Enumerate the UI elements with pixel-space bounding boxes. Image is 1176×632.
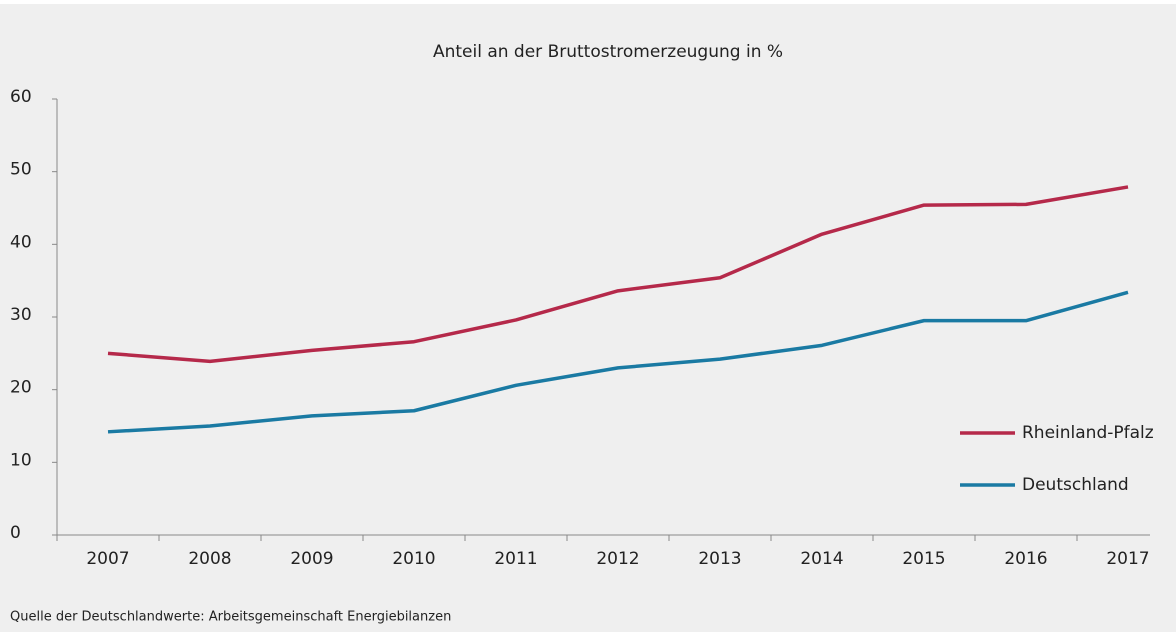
legend-label: Rheinland-Pfalz (1022, 423, 1154, 443)
y-tick-label: 10 (10, 450, 32, 470)
x-tick-label: 2008 (188, 549, 231, 569)
x-tick-label: 2015 (902, 549, 945, 569)
x-tick-label: 2010 (392, 549, 435, 569)
x-tick-label: 2013 (698, 549, 741, 569)
x-tick-label: 2009 (290, 549, 333, 569)
top-strip (0, 0, 1176, 4)
legend-label: Deutschland (1022, 475, 1129, 495)
source-note: Quelle der Deutschlandwerte: Arbeitsgeme… (10, 610, 451, 625)
y-tick-label: 30 (10, 305, 32, 325)
x-tick-label: 2007 (86, 549, 129, 569)
y-tick-label: 50 (10, 160, 32, 180)
line-series (107, 185, 1129, 364)
x-tick-label: 2017 (1106, 549, 1149, 569)
x-tick-label: 2014 (800, 549, 843, 569)
y-tick-label: 60 (10, 87, 32, 107)
y-tick-label: 0 (10, 523, 21, 543)
chart-title: Anteil an der Bruttostromerzeugung in % (433, 42, 783, 62)
line-series (107, 290, 1129, 434)
y-tick-label: 20 (10, 378, 32, 398)
x-tick-label: 2012 (596, 549, 639, 569)
y-tick-label: 40 (10, 232, 32, 252)
x-tick-label: 2016 (1004, 549, 1047, 569)
x-tick-label: 2011 (494, 549, 537, 569)
